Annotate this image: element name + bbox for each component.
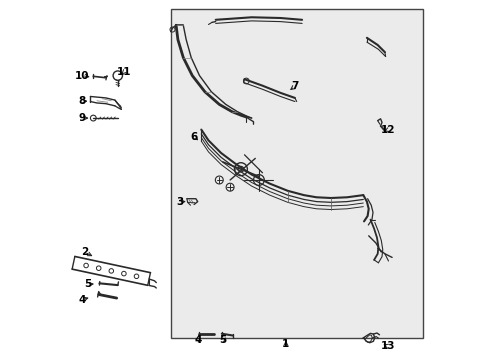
Text: 12: 12 — [381, 125, 395, 135]
Text: 3: 3 — [176, 197, 183, 207]
Bar — [170, 9, 422, 338]
Text: 5: 5 — [219, 335, 226, 345]
Text: 8: 8 — [78, 96, 85, 106]
Text: 2: 2 — [81, 247, 88, 257]
Text: 5: 5 — [84, 279, 91, 289]
Text: 13: 13 — [381, 341, 395, 351]
Text: 11: 11 — [117, 67, 131, 77]
Text: 1: 1 — [282, 339, 289, 349]
Text: 9: 9 — [78, 113, 85, 123]
Text: 7: 7 — [291, 81, 298, 91]
Text: 6: 6 — [190, 132, 197, 142]
Text: 4: 4 — [194, 335, 201, 345]
Text: 4: 4 — [79, 294, 86, 305]
Text: 10: 10 — [74, 71, 89, 81]
